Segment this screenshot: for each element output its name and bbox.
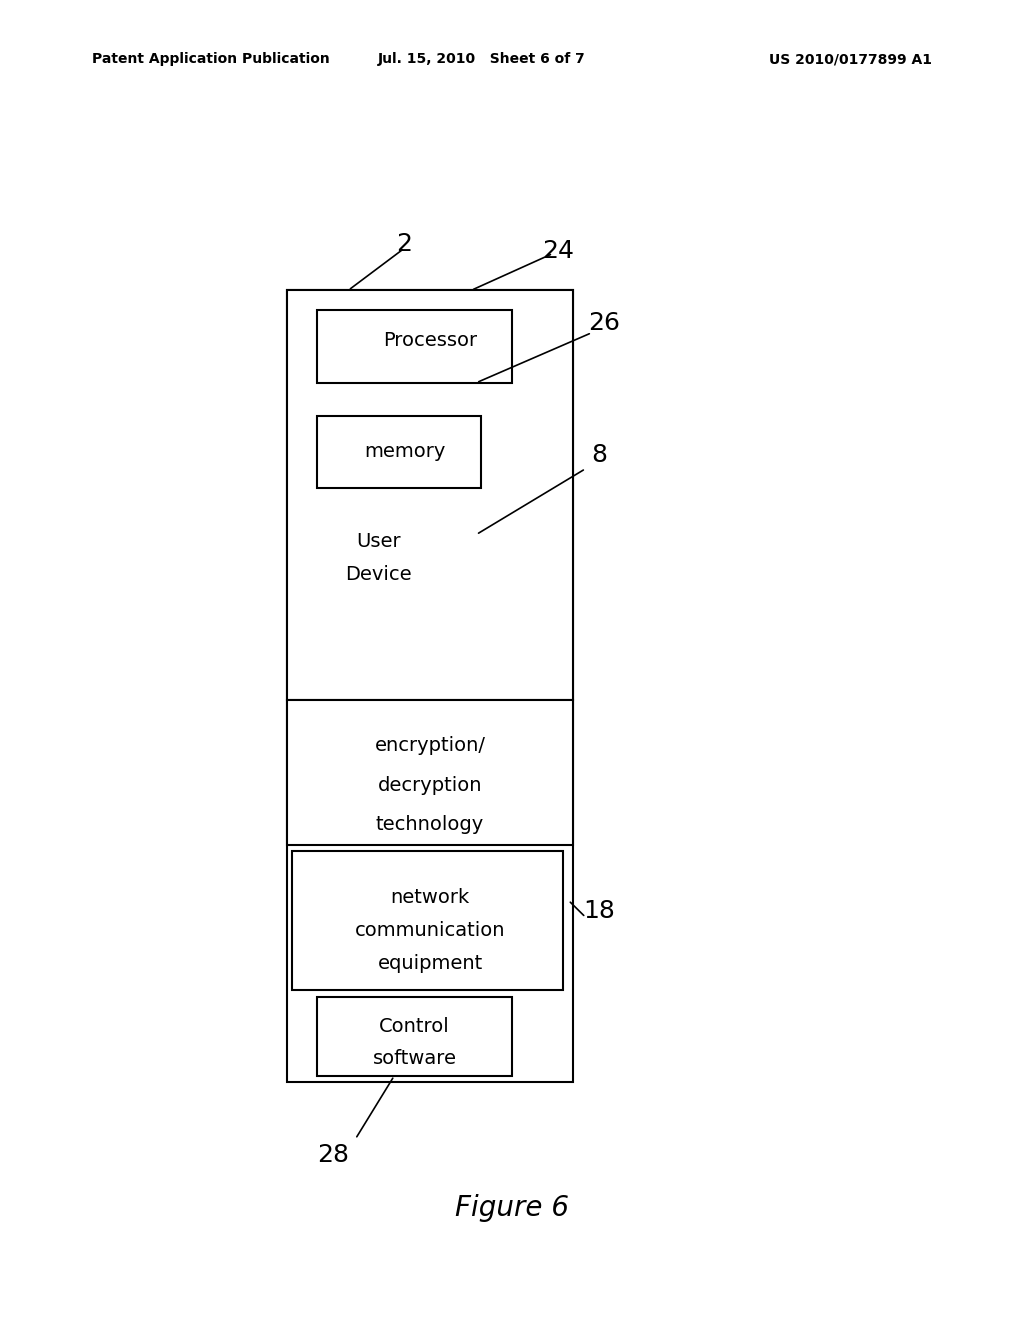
Text: decryption: decryption xyxy=(378,776,482,795)
Text: memory: memory xyxy=(364,442,445,461)
Text: software: software xyxy=(373,1049,457,1068)
Text: US 2010/0177899 A1: US 2010/0177899 A1 xyxy=(769,53,932,66)
Text: 18: 18 xyxy=(583,899,615,923)
Text: 2: 2 xyxy=(396,232,413,256)
FancyBboxPatch shape xyxy=(287,700,573,845)
Text: communication: communication xyxy=(355,921,505,940)
Text: 24: 24 xyxy=(542,239,574,263)
FancyBboxPatch shape xyxy=(317,997,512,1076)
FancyBboxPatch shape xyxy=(287,290,573,1082)
Text: network: network xyxy=(390,888,470,907)
Text: Patent Application Publication: Patent Application Publication xyxy=(92,53,330,66)
Text: 8: 8 xyxy=(591,444,607,467)
FancyBboxPatch shape xyxy=(317,416,481,488)
Text: Device: Device xyxy=(345,565,413,583)
Text: User: User xyxy=(356,532,401,550)
Text: Jul. 15, 2010   Sheet 6 of 7: Jul. 15, 2010 Sheet 6 of 7 xyxy=(378,53,585,66)
Text: Figure 6: Figure 6 xyxy=(455,1193,569,1222)
FancyBboxPatch shape xyxy=(287,290,573,700)
Text: technology: technology xyxy=(376,816,484,834)
Text: 26: 26 xyxy=(588,312,621,335)
Text: Processor: Processor xyxy=(383,331,477,350)
Text: Control: Control xyxy=(379,1018,451,1036)
FancyBboxPatch shape xyxy=(292,851,563,990)
Text: equipment: equipment xyxy=(378,954,482,973)
FancyBboxPatch shape xyxy=(317,310,512,383)
Text: 28: 28 xyxy=(316,1143,349,1167)
Text: encryption/: encryption/ xyxy=(375,737,485,755)
